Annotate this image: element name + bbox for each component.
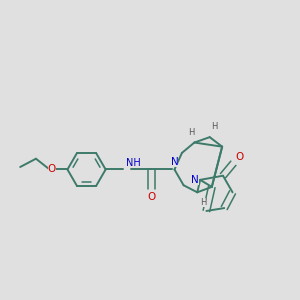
Text: H: H [212, 122, 218, 131]
Text: H: H [188, 128, 194, 137]
Text: O: O [147, 192, 155, 202]
Text: H: H [200, 198, 206, 207]
Text: O: O [48, 164, 56, 175]
Text: O: O [235, 152, 243, 162]
Text: N: N [171, 158, 178, 167]
Text: N: N [191, 175, 199, 185]
Text: NH: NH [126, 158, 141, 168]
